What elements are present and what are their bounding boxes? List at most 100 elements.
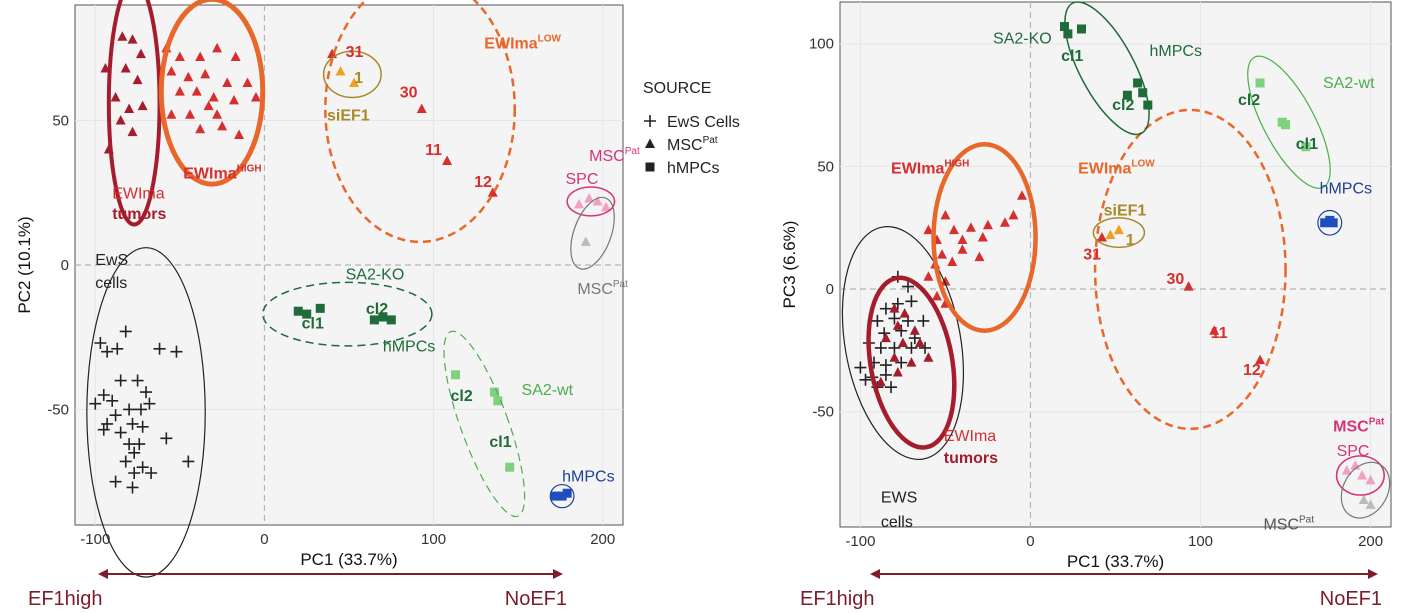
pca-plot-pc1-pc3: -100 0 100 200 -50 0 50 100 PC1 (33.7%) PC3 (6.6%…	[780, 1, 1392, 571]
x-axis-label: PC1 (33.7%)	[300, 550, 397, 569]
point-ewima-tumors	[132, 74, 143, 85]
cluster-ellipse-sa2ko	[1064, 1, 1150, 136]
point-ews-cells	[902, 280, 915, 293]
point-sa2-ko	[315, 303, 325, 313]
point-ews-cells	[160, 432, 173, 445]
point-ews-cells	[106, 394, 119, 407]
point-ewima-high	[940, 209, 951, 220]
cluster-ellipse-high	[931, 142, 1038, 333]
annotation-sa2-wt: SA2-wt	[1323, 75, 1375, 92]
point-ews-cells	[891, 297, 904, 310]
point-ewima-high	[230, 51, 241, 61]
point-ews-cells	[133, 438, 146, 451]
annotation-1: 1	[1126, 232, 1135, 249]
point-ewima-high	[923, 271, 934, 281]
annotation-30: 30	[400, 84, 418, 101]
point-ews-cells	[145, 467, 158, 479]
annotation-cl2: cl2	[366, 301, 388, 318]
annotation-31: 31	[346, 44, 364, 61]
point-ewima-tumors	[127, 34, 138, 44]
x-tick-label: 200	[590, 531, 615, 548]
point-ewima-high	[937, 249, 948, 259]
point-sa2-ko	[1076, 24, 1086, 34]
point-ewima-tumors	[906, 357, 917, 367]
annotation-cl2: cl2	[450, 388, 472, 405]
point-ewima-tumors	[889, 303, 900, 313]
x-tick-label: 0	[1026, 533, 1034, 550]
annotation-ews: EWS	[881, 489, 917, 506]
annotation-spc: SPC	[1337, 443, 1370, 460]
annotation-ewima: EWIma	[944, 428, 997, 445]
y-tick-label: -50	[812, 404, 834, 421]
point-ews-cells	[182, 455, 195, 468]
cluster-ellipse-tumors	[866, 275, 957, 450]
point-ews-cells	[170, 345, 183, 358]
legend-label-ews-cells: EwS Cells	[667, 114, 740, 131]
annotation-tumors: tumors	[112, 206, 166, 223]
point-sief1	[1105, 229, 1116, 240]
point-ews-cells	[128, 446, 141, 459]
point-ewima-low	[1209, 325, 1220, 335]
cluster-ellipse-sief1	[322, 50, 382, 99]
annotation-12: 12	[474, 174, 492, 191]
annotation-cl1: cl1	[302, 316, 324, 333]
annotation-sa2-ko: SA2-KO	[993, 31, 1052, 48]
cluster-ellipse-spc	[1335, 455, 1385, 496]
point-ewima-high	[948, 224, 959, 235]
cluster-ellipse-sief1	[1092, 217, 1146, 249]
annotation-cl1: cl1	[489, 434, 511, 451]
point-ewima-low	[1183, 281, 1194, 291]
point-ewima-high	[957, 234, 968, 244]
x-tick-label: -100	[845, 533, 875, 550]
point-ewima-high	[208, 91, 219, 102]
point-hmpcs	[550, 491, 560, 501]
point-msc-pat-spc	[1357, 469, 1368, 480]
point-ews-cells	[905, 295, 918, 308]
point-sa2-ko	[1133, 78, 1143, 88]
annotation-1: 1	[354, 70, 363, 87]
point-ewima-low	[1096, 232, 1107, 242]
point-msc-pat	[1358, 494, 1369, 505]
point-ewima-tumors	[115, 115, 126, 125]
point-ewima-high	[242, 77, 253, 87]
point-sa2-wt	[1301, 142, 1311, 152]
point-ews-cells	[879, 302, 892, 315]
point-sa2-wt	[1281, 120, 1291, 130]
point-ews-cells	[888, 312, 901, 325]
point-ews-cells	[109, 409, 122, 422]
point-ewima-high	[195, 51, 206, 61]
point-ewima-high	[947, 256, 958, 267]
point-ews-cells	[140, 386, 153, 399]
point-ewima-tumors	[923, 352, 934, 362]
point-ewima-tumors	[110, 91, 121, 102]
point-ews-cells	[119, 455, 132, 468]
point-ewima-tumors	[914, 337, 925, 348]
point-ewima-high	[195, 123, 206, 134]
point-ews-cells	[888, 341, 901, 354]
point-sa2-ko	[369, 315, 379, 325]
point-msc-pat-spc	[1365, 474, 1376, 485]
x-axis-label: PC1 (33.7%)	[1067, 552, 1164, 571]
annotation-tumors: tumors	[944, 450, 998, 467]
point-ews-cells	[126, 417, 139, 430]
annotation-sa2-wt: SA2-wt	[522, 382, 574, 399]
x-tick-label: 0	[260, 531, 268, 548]
point-sief1	[349, 77, 360, 87]
point-ews-cells	[136, 461, 149, 474]
point-ewima-tumors	[889, 352, 900, 362]
point-msc-pat-spc	[601, 201, 612, 212]
point-hmpcs	[562, 488, 572, 498]
pca-plot-pc1-pc2: -100 0 100 200 -50 0 50 PC1 (33.7%) PC2 (10.1%) E…	[15, 0, 640, 578]
annotation-cl2: cl2	[1112, 97, 1134, 114]
point-ewima-high	[174, 51, 185, 61]
noef1-label: NoEF1	[1320, 588, 1382, 610]
point-ewima-tumors	[892, 320, 903, 330]
point-ewima-high	[974, 251, 985, 262]
point-ewima-high	[965, 222, 976, 232]
ef1high-label: EF1high	[800, 588, 875, 610]
point-sa2-ko	[302, 309, 312, 319]
x-tick-label: 200	[1358, 533, 1383, 550]
annotation-ewima: EWIma	[112, 186, 165, 203]
x-tick-label: 100	[1188, 533, 1213, 550]
